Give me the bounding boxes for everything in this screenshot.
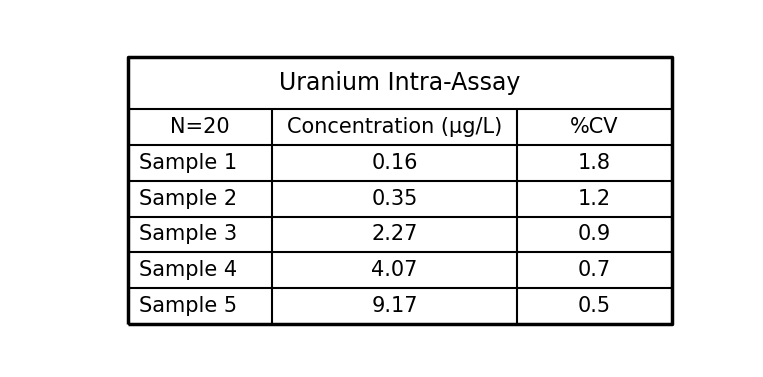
Text: Sample 3: Sample 3	[139, 224, 237, 244]
Text: Sample 4: Sample 4	[139, 260, 237, 280]
Text: 0.16: 0.16	[372, 153, 417, 173]
Text: 1.8: 1.8	[578, 153, 611, 173]
Text: %CV: %CV	[570, 117, 619, 137]
Text: 9.17: 9.17	[372, 296, 417, 316]
Text: Sample 2: Sample 2	[139, 188, 237, 208]
Text: Concentration (μg/L): Concentration (μg/L)	[287, 117, 502, 137]
Text: Sample 5: Sample 5	[139, 296, 237, 316]
Text: Uranium Intra-Assay: Uranium Intra-Assay	[279, 71, 520, 95]
Text: 4.07: 4.07	[372, 260, 417, 280]
Text: 0.5: 0.5	[578, 296, 611, 316]
Text: 2.27: 2.27	[372, 224, 417, 244]
Text: N=20: N=20	[170, 117, 230, 137]
Text: 0.9: 0.9	[578, 224, 611, 244]
Text: 0.7: 0.7	[578, 260, 611, 280]
Text: Sample 1: Sample 1	[139, 153, 237, 173]
Text: 1.2: 1.2	[578, 188, 611, 208]
Text: 0.35: 0.35	[372, 188, 417, 208]
